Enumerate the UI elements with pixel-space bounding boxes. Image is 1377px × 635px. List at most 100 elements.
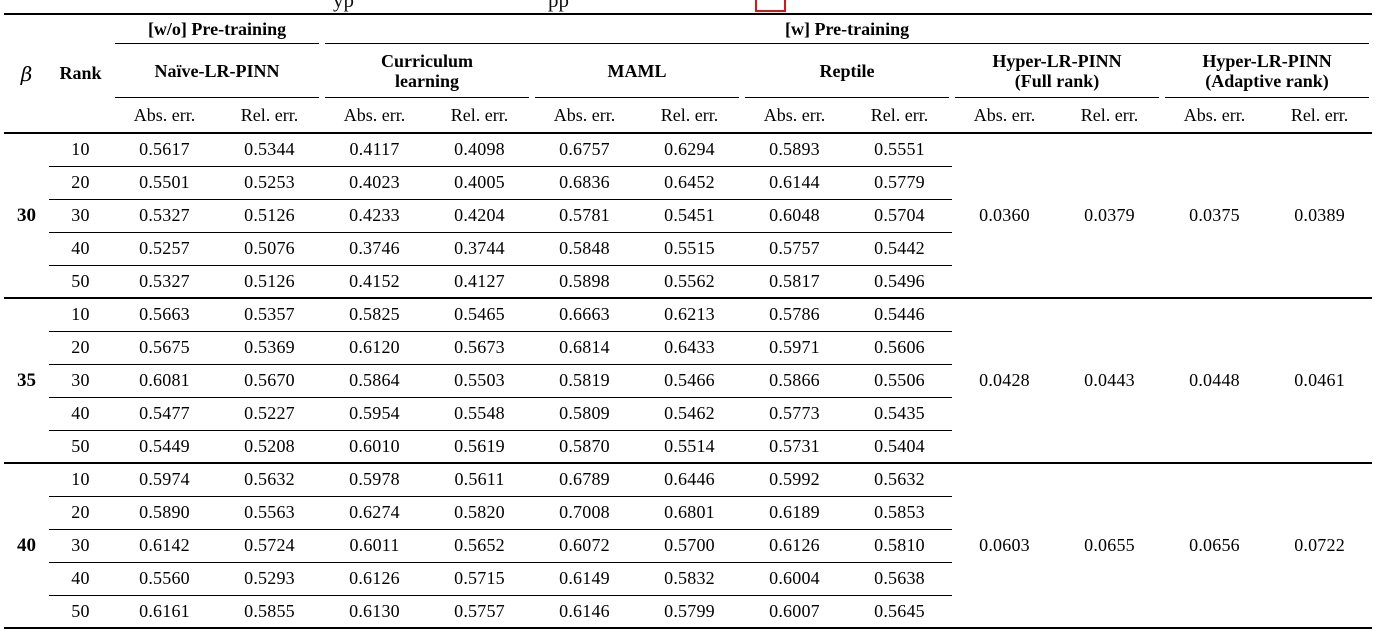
hyper-value-cell: 0.0461 bbox=[1267, 298, 1373, 464]
data-cell: 0.6130 bbox=[322, 595, 428, 629]
data-cell: 0.5293 bbox=[217, 562, 323, 596]
data-cell: 0.5477 bbox=[112, 397, 217, 431]
data-cell: 0.5501 bbox=[112, 166, 217, 200]
method-header-maml: MAML bbox=[532, 44, 742, 98]
data-cell: 0.5652 bbox=[427, 529, 533, 563]
rank-cell: 10 bbox=[49, 133, 112, 167]
paper-results-table: β Rank [w/o] Pre-training [w] Pre-traini… bbox=[4, 13, 1373, 629]
rank-cell: 20 bbox=[49, 331, 112, 365]
subheader-rel-err: Rel. err. bbox=[847, 98, 953, 134]
data-cell: 0.5673 bbox=[427, 331, 533, 365]
subheader-abs-err: Abs. err. bbox=[742, 98, 848, 134]
beta-column-header: β bbox=[4, 14, 49, 134]
data-cell: 0.5632 bbox=[217, 463, 323, 497]
data-cell: 0.5369 bbox=[217, 331, 323, 365]
data-cell: 0.5786 bbox=[742, 298, 848, 332]
data-cell: 0.6126 bbox=[742, 529, 848, 563]
data-cell: 0.3744 bbox=[427, 232, 533, 266]
table-row: 20 0.5501 0.5253 0.4023 0.4005 0.6836 0.6452 0.… bbox=[4, 166, 1372, 200]
data-cell: 0.5890 bbox=[112, 496, 217, 530]
beta-cell: 40 bbox=[4, 463, 49, 629]
data-cell: 0.5898 bbox=[532, 265, 638, 299]
citation-reference-box[interactable] bbox=[755, 0, 786, 12]
data-cell: 0.6081 bbox=[112, 364, 217, 398]
data-cell: 0.5446 bbox=[847, 298, 953, 332]
data-cell: 0.6801 bbox=[637, 496, 743, 530]
data-cell: 0.6452 bbox=[637, 166, 743, 200]
rank-cell: 10 bbox=[49, 298, 112, 332]
data-cell: 0.6663 bbox=[532, 298, 638, 332]
data-cell: 0.5853 bbox=[847, 496, 953, 530]
beta-cell: 35 bbox=[4, 298, 49, 464]
data-cell: 0.5619 bbox=[427, 430, 533, 464]
data-cell: 0.5731 bbox=[742, 430, 848, 464]
data-cell: 0.6757 bbox=[532, 133, 638, 167]
data-cell: 0.6433 bbox=[637, 331, 743, 365]
data-cell: 0.5757 bbox=[427, 595, 533, 629]
table-row: 40 0.5477 0.5227 0.5954 0.5548 0.5809 0.5462 0.… bbox=[4, 397, 1372, 431]
data-cell: 0.5503 bbox=[427, 364, 533, 398]
caption-fragment-left: yp bbox=[333, 0, 354, 12]
data-cell: 0.6446 bbox=[637, 463, 743, 497]
table-row: 30 0.6142 0.5724 0.6011 0.5652 0.6072 0.5700 0.… bbox=[4, 529, 1372, 563]
data-cell: 0.5779 bbox=[847, 166, 953, 200]
data-cell: 0.5126 bbox=[217, 265, 323, 299]
data-cell: 0.5435 bbox=[847, 397, 953, 431]
data-cell: 0.5606 bbox=[847, 331, 953, 365]
data-cell: 0.4127 bbox=[427, 265, 533, 299]
data-cell: 0.5799 bbox=[637, 595, 743, 629]
data-cell: 0.4117 bbox=[322, 133, 428, 167]
data-cell: 0.5855 bbox=[217, 595, 323, 629]
method-subname: learning bbox=[395, 71, 460, 91]
data-cell: 0.5465 bbox=[427, 298, 533, 332]
data-cell: 0.5781 bbox=[532, 199, 638, 233]
hyper-value-cell: 0.0722 bbox=[1267, 463, 1373, 629]
method-name: Hyper-LR-PINN bbox=[1202, 51, 1332, 71]
hyper-value-cell: 0.0655 bbox=[1057, 463, 1163, 629]
subheader-rel-err: Rel. err. bbox=[427, 98, 533, 134]
rank-cell: 50 bbox=[49, 265, 112, 299]
data-cell: 0.6814 bbox=[532, 331, 638, 365]
hyper-value-cell: 0.0656 bbox=[1162, 463, 1268, 629]
data-cell: 0.6010 bbox=[322, 430, 428, 464]
data-cell: 0.5700 bbox=[637, 529, 743, 563]
data-cell: 0.6146 bbox=[532, 595, 638, 629]
subheader-rel-err: Rel. err. bbox=[217, 98, 323, 134]
method-subname: (Full rank) bbox=[1014, 71, 1100, 91]
subheader-abs-err: Abs. err. bbox=[322, 98, 428, 134]
data-cell: 0.6072 bbox=[532, 529, 638, 563]
rank-cell: 20 bbox=[49, 166, 112, 200]
data-cell: 0.5560 bbox=[112, 562, 217, 596]
data-cell: 0.4152 bbox=[322, 265, 428, 299]
rank-cell: 30 bbox=[49, 199, 112, 233]
data-cell: 0.5451 bbox=[637, 199, 743, 233]
table-row: 40 10 0.5974 0.5632 0.5978 0.5611 0.6789 0.6446… bbox=[4, 463, 1373, 629]
table-row: 50 0.6161 0.5855 0.6130 0.5757 0.6146 0.5799 0.… bbox=[4, 595, 1372, 629]
data-cell: 0.5810 bbox=[847, 529, 953, 563]
subheader-abs-err: Abs. err. bbox=[112, 98, 217, 134]
method-header-hyper-lr-pinn-adaptive-rank: Hyper-LR-PINN (Adaptive rank) bbox=[1162, 44, 1372, 98]
data-cell: 0.6189 bbox=[742, 496, 848, 530]
method-subname: (Adaptive rank) bbox=[1205, 71, 1329, 91]
data-cell: 0.5978 bbox=[322, 463, 428, 497]
subheader-abs-err: Abs. err. bbox=[952, 98, 1058, 134]
data-cell: 0.5832 bbox=[637, 562, 743, 596]
table-row: 40 0.5560 0.5293 0.6126 0.5715 0.6149 0.5832 0.… bbox=[4, 562, 1372, 596]
subheader-rel-err: Rel. err. bbox=[1267, 98, 1373, 134]
data-cell: 0.5449 bbox=[112, 430, 217, 464]
data-cell: 0.4005 bbox=[427, 166, 533, 200]
data-cell: 0.5971 bbox=[742, 331, 848, 365]
hyper-value-cell: 0.0448 bbox=[1162, 298, 1268, 464]
table-row: 35 10 0.5663 0.5357 0.5825 0.5465 0.6663 0.6213… bbox=[4, 298, 1373, 464]
data-cell: 0.6004 bbox=[742, 562, 848, 596]
data-cell: 0.5551 bbox=[847, 133, 953, 167]
data-cell: 0.5563 bbox=[217, 496, 323, 530]
rank-column-header: Rank bbox=[49, 14, 112, 134]
beta-cell: 30 bbox=[4, 133, 49, 299]
data-cell: 0.6274 bbox=[322, 496, 428, 530]
data-cell: 0.5974 bbox=[112, 463, 217, 497]
hyper-value-cell: 0.0375 bbox=[1162, 133, 1268, 299]
table-row: 30 10 0.5617 0.5344 0.4117 0.4098 0.6757 0.6294… bbox=[4, 133, 1373, 299]
data-cell: 0.5817 bbox=[742, 265, 848, 299]
data-cell: 0.5809 bbox=[532, 397, 638, 431]
